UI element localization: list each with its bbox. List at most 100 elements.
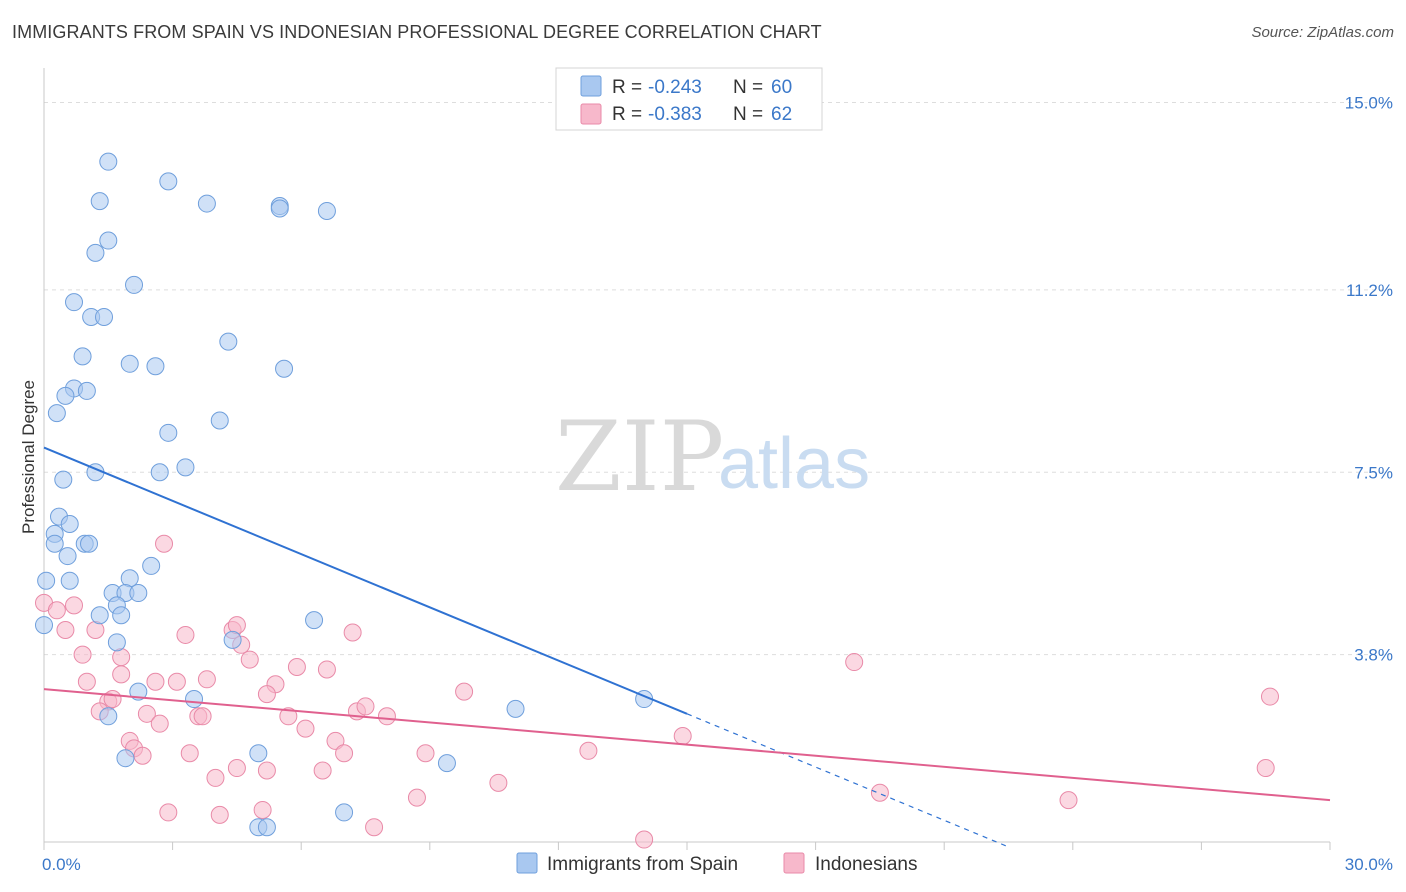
- point-indonesians: [455, 682, 474, 701]
- point-spain: [80, 534, 99, 553]
- chart-source: Source: ZipAtlas.com: [1251, 24, 1394, 41]
- point-indonesians: [146, 672, 165, 691]
- point-indonesians: [257, 685, 276, 704]
- point-spain: [176, 458, 195, 477]
- y-tick-label: 7.5%: [1354, 463, 1393, 482]
- point-spain: [60, 571, 79, 590]
- point-indonesians: [253, 800, 272, 819]
- legend-r-value-spain: -0.243: [648, 77, 702, 98]
- point-spain: [437, 754, 456, 773]
- point-indonesians: [77, 672, 96, 691]
- point-indonesians: [73, 645, 92, 664]
- point-spain: [45, 534, 64, 553]
- point-indonesians: [335, 744, 354, 763]
- point-indonesians: [133, 746, 152, 765]
- point-indonesians: [206, 768, 225, 787]
- point-indonesians: [103, 690, 122, 709]
- point-spain: [54, 470, 73, 489]
- series-spain-points: [35, 152, 654, 837]
- point-spain: [90, 192, 109, 211]
- y-axis-label: Professional Degree: [19, 380, 38, 534]
- point-spain: [197, 194, 216, 213]
- point-indonesians: [210, 805, 229, 824]
- point-spain: [506, 699, 525, 718]
- point-spain: [125, 275, 144, 294]
- legend-swatch-spain: [580, 75, 602, 97]
- point-indonesians: [365, 818, 384, 837]
- point-indonesians: [227, 759, 246, 778]
- point-spain: [257, 818, 276, 837]
- point-spain: [210, 411, 229, 430]
- legend-n-label-spain: N =: [733, 77, 763, 98]
- point-spain: [60, 515, 79, 534]
- point-spain: [129, 682, 148, 701]
- bottom-legend-swatch-spain: [516, 852, 538, 874]
- legend-r-label-indonesians: R =: [612, 104, 642, 125]
- legend-n-value-indonesians: 62: [771, 104, 792, 125]
- bottom-legend-swatch-indonesians: [783, 852, 805, 874]
- point-indonesians: [287, 657, 306, 676]
- point-spain: [95, 307, 114, 326]
- point-spain: [86, 243, 105, 262]
- y-tick-label: 11.2%: [1346, 281, 1393, 300]
- trend-lines: [43, 446, 1331, 848]
- point-spain: [159, 172, 178, 191]
- point-indonesians: [1059, 791, 1078, 810]
- bottom-legend-label-spain: Immigrants from Spain: [547, 854, 738, 875]
- point-indonesians: [279, 707, 298, 726]
- point-indonesians: [416, 744, 435, 763]
- trend-line-spain: [43, 446, 688, 715]
- point-spain: [146, 357, 165, 376]
- point-indonesians: [296, 719, 315, 738]
- x-axis-ticks: [43, 842, 1331, 850]
- bottom-legend-label-indonesians: Indonesians: [815, 854, 917, 875]
- point-indonesians: [356, 697, 375, 716]
- point-spain: [58, 547, 77, 566]
- point-indonesians: [407, 788, 426, 807]
- point-spain: [142, 556, 161, 575]
- point-indonesians: [845, 653, 864, 672]
- point-indonesians: [635, 830, 654, 849]
- trend-line-indonesians: [43, 688, 1331, 802]
- series-legend: Immigrants from Spain Indonesians: [516, 852, 917, 875]
- chart-title: IMMIGRANTS FROM SPAIN VS INDONESIAN PROF…: [12, 22, 822, 42]
- point-spain: [159, 423, 178, 442]
- point-indonesians: [167, 672, 186, 691]
- y-tick-label: 3.8%: [1354, 646, 1393, 665]
- point-indonesians: [1256, 759, 1275, 778]
- point-indonesians: [137, 704, 156, 723]
- series-indonesians-points: [35, 534, 1279, 849]
- point-spain: [99, 231, 118, 250]
- x-axis-tick-labels: 0.0% 30.0%: [42, 855, 1393, 874]
- grid-lines: [44, 102, 1392, 656]
- point-spain: [65, 293, 84, 312]
- point-spain: [77, 381, 96, 400]
- watermark-zip: ZIP: [555, 401, 724, 513]
- legend-r-value-indonesians: -0.383: [648, 104, 702, 125]
- point-indonesians: [197, 670, 216, 689]
- point-indonesians: [112, 665, 131, 684]
- trend-line-spain-extension: [686, 713, 1009, 848]
- point-spain: [223, 630, 242, 649]
- point-spain: [305, 611, 324, 630]
- point-indonesians: [673, 727, 692, 746]
- point-spain: [129, 584, 148, 603]
- legend-n-label-indonesians: N =: [733, 104, 763, 125]
- point-indonesians: [155, 534, 174, 553]
- point-spain: [99, 707, 118, 726]
- legend-swatch-indonesians: [580, 103, 602, 125]
- point-spain: [112, 606, 131, 625]
- correlation-legend: R = -0.243 N = 60 R = -0.383 N = 62: [555, 67, 823, 131]
- point-indonesians: [489, 773, 508, 792]
- point-indonesians: [377, 707, 396, 726]
- point-spain: [249, 744, 268, 763]
- point-spain: [107, 633, 126, 652]
- point-indonesians: [240, 650, 259, 669]
- point-spain: [47, 404, 66, 423]
- legend-r-label-spain: R =: [612, 77, 642, 98]
- point-indonesians: [870, 783, 889, 802]
- point-spain: [37, 571, 56, 590]
- point-spain: [99, 152, 118, 171]
- point-indonesians: [56, 621, 75, 640]
